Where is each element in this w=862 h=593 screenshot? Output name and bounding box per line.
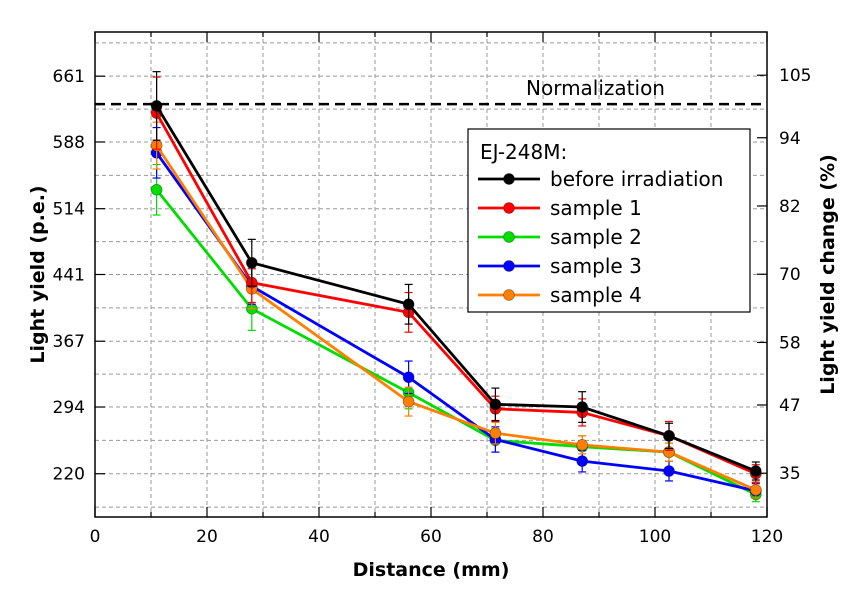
legend-swatch-marker <box>503 173 515 185</box>
data-point <box>749 484 762 496</box>
legend-swatch-marker <box>503 202 515 214</box>
legend-item: sample 1 <box>478 196 642 220</box>
series-before-irradiation <box>150 71 762 481</box>
legend-swatch-marker <box>503 260 515 272</box>
y-tick-label: 588 <box>53 133 85 153</box>
data-point <box>150 183 163 196</box>
legend-swatch-marker <box>503 289 515 301</box>
legend-item: sample 4 <box>478 283 642 307</box>
legend: EJ-248M: before irradiation sample 1 sampl… <box>467 128 751 313</box>
y-tick-label: 220 <box>53 465 85 485</box>
x-tick-label: 0 <box>90 527 101 547</box>
legend-title: EJ-248M: <box>480 140 567 164</box>
x-axis-title: Distance (mm) <box>353 559 510 581</box>
series-group <box>150 71 762 503</box>
y-tick-label: 367 <box>53 332 85 352</box>
y2-tick-label: 94 <box>779 129 801 149</box>
data-point <box>402 395 415 408</box>
x-tick-labels: 0 20 40 60 80 100 120 <box>90 527 784 547</box>
legend-label: sample 4 <box>550 283 642 307</box>
legend-item: before irradiation <box>478 167 723 191</box>
legend-label: sample 1 <box>550 196 642 220</box>
data-point <box>402 298 415 311</box>
x-tick-label: 40 <box>308 527 330 547</box>
axis-ticks <box>94 32 768 517</box>
y-tick-label: 661 <box>53 67 85 87</box>
y-tick-label: 441 <box>53 266 85 286</box>
data-point <box>402 371 415 384</box>
x-tick-label: 80 <box>532 527 554 547</box>
x-tick-label: 120 <box>751 527 783 547</box>
legend-swatch-marker <box>503 231 515 243</box>
y-tick-label: 514 <box>53 200 85 220</box>
y2-tick-label: 105 <box>779 66 811 86</box>
data-point <box>150 100 163 112</box>
y2-tick-label: 47 <box>779 396 801 416</box>
y-tick-labels: 220 294 367 441 514 588 661 <box>53 67 85 485</box>
data-point <box>663 429 675 442</box>
legend-box <box>467 128 751 313</box>
legend-items: before irradiation sample 1 sample 2 sample… <box>478 167 723 307</box>
legend-label: sample 2 <box>550 225 642 249</box>
y2-tick-labels: 35 47 58 70 82 94 105 <box>779 66 811 484</box>
x-tick-label: 60 <box>420 527 442 547</box>
y2-tick-label: 70 <box>779 265 801 285</box>
legend-label: before irradiation <box>550 167 723 191</box>
data-point <box>576 438 589 451</box>
legend-label: sample 3 <box>550 254 642 278</box>
data-point <box>245 256 258 269</box>
y2-axis-title: Light yield change (%) <box>817 154 839 395</box>
data-point <box>576 401 589 413</box>
data-point <box>576 455 589 468</box>
y-tick-label: 294 <box>53 398 85 418</box>
normalization-label: Normalization <box>526 76 665 100</box>
legend-item: sample 2 <box>478 225 642 249</box>
data-point <box>749 465 762 477</box>
y2-tick-label: 58 <box>779 333 801 353</box>
data-point <box>663 465 675 477</box>
y2-tick-label: 35 <box>779 464 801 484</box>
data-point <box>489 398 502 411</box>
data-point <box>489 427 502 440</box>
x-tick-label: 20 <box>196 527 218 547</box>
y-axis-title: Light yield (p.e.) <box>27 185 49 363</box>
y2-tick-label: 82 <box>779 197 801 217</box>
x-tick-label: 100 <box>639 527 671 547</box>
legend-item: sample 3 <box>478 254 642 278</box>
